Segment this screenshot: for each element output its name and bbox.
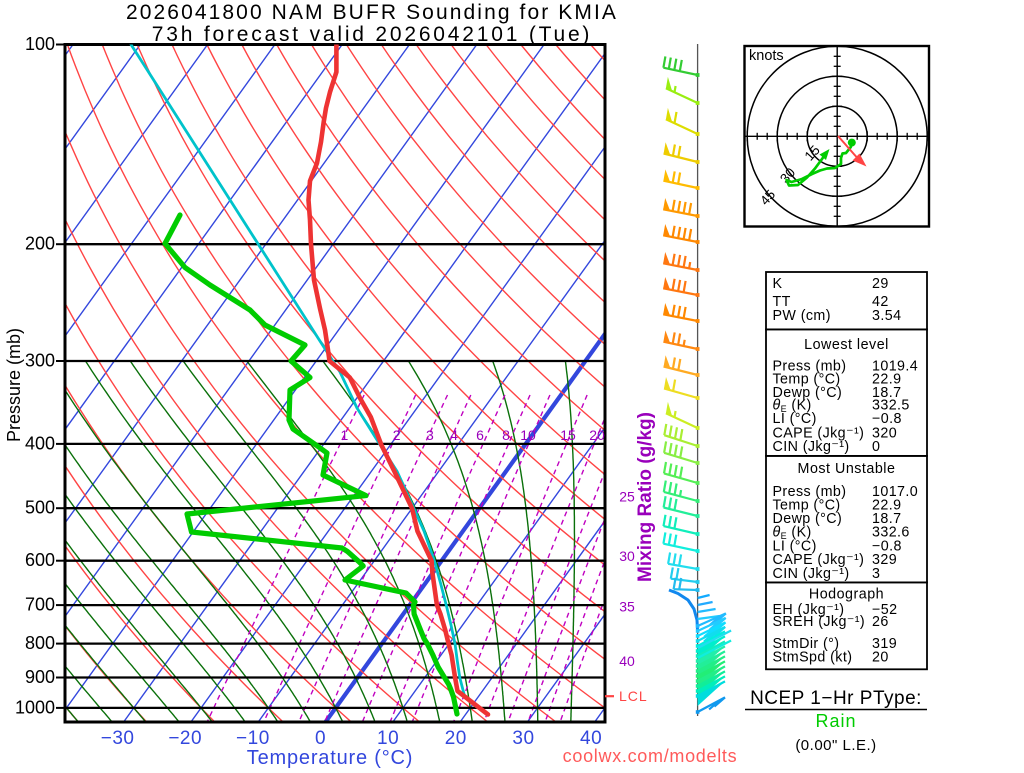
svg-text:35: 35 — [619, 599, 635, 615]
svg-text:PW (cm): PW (cm) — [773, 308, 831, 324]
svg-text:K: K — [773, 276, 783, 292]
svg-text:15: 15 — [802, 142, 823, 163]
svg-text:Dewp (°C): Dewp (°C) — [773, 511, 843, 527]
svg-text:8: 8 — [502, 427, 510, 443]
svg-text:332.5: 332.5 — [872, 398, 910, 414]
svg-text:18.7: 18.7 — [872, 385, 901, 401]
svg-text:Press (mb): Press (mb) — [773, 484, 847, 500]
svg-text:30: 30 — [512, 728, 534, 749]
svg-text:500: 500 — [25, 498, 55, 518]
svg-text:θE (K): θE (K) — [773, 524, 812, 541]
svg-text:300: 300 — [25, 351, 55, 371]
svg-text:−0.8: −0.8 — [872, 539, 902, 555]
svg-text:EH (Jkg⁻¹): EH (Jkg⁻¹) — [773, 602, 845, 618]
svg-text:LI (°C): LI (°C) — [773, 539, 817, 555]
svg-text:400: 400 — [25, 433, 55, 453]
svg-text:Rain: Rain — [815, 711, 856, 731]
svg-text:−10: −10 — [236, 728, 270, 749]
svg-text:Temp (°C): Temp (°C) — [773, 498, 841, 514]
svg-text:320: 320 — [872, 426, 897, 442]
svg-text:100: 100 — [25, 34, 55, 54]
svg-text:40: 40 — [580, 728, 602, 749]
svg-text:30: 30 — [619, 548, 635, 564]
svg-text:LI (°C): LI (°C) — [773, 411, 817, 427]
svg-text:3.54: 3.54 — [872, 308, 901, 324]
svg-text:42: 42 — [872, 294, 889, 310]
svg-text:329: 329 — [872, 552, 897, 568]
svg-text:StmDir (°): StmDir (°) — [773, 636, 840, 652]
svg-text:900: 900 — [25, 667, 55, 687]
svg-text:Press (mb): Press (mb) — [773, 358, 847, 374]
svg-text:TT: TT — [773, 294, 791, 310]
svg-text:22.9: 22.9 — [872, 498, 901, 514]
svg-text:200: 200 — [25, 234, 55, 254]
svg-text:Lowest level: Lowest level — [804, 337, 889, 353]
svg-text:θE (K): θE (K) — [773, 398, 812, 415]
svg-text:1019.4: 1019.4 — [872, 358, 918, 374]
svg-text:20: 20 — [445, 728, 467, 749]
svg-text:4: 4 — [450, 427, 458, 443]
svg-text:2: 2 — [393, 427, 401, 443]
svg-text:Temperature (°C): Temperature (°C) — [247, 747, 413, 768]
svg-text:319: 319 — [872, 636, 897, 652]
svg-text:LCL: LCL — [619, 688, 648, 704]
svg-text:600: 600 — [25, 550, 55, 570]
svg-text:NCEP 1−Hr PType:: NCEP 1−Hr PType: — [750, 688, 922, 709]
svg-text:coolwx.com/modelts: coolwx.com/modelts — [563, 746, 738, 766]
svg-text:10: 10 — [377, 728, 399, 749]
svg-text:−0.8: −0.8 — [872, 411, 902, 427]
svg-text:6: 6 — [476, 427, 484, 443]
svg-text:−20: −20 — [168, 728, 202, 749]
svg-text:22.9: 22.9 — [872, 372, 901, 388]
svg-text:26: 26 — [872, 614, 889, 630]
svg-text:700: 700 — [25, 595, 55, 615]
svg-text:3: 3 — [426, 427, 434, 443]
svg-text:(0.00" L.E.): (0.00" L.E.) — [795, 737, 876, 754]
svg-text:20: 20 — [872, 649, 889, 665]
svg-text:2026041800 NAM BUFR Sounding f: 2026041800 NAM BUFR Sounding for KMIA — [126, 1, 618, 24]
svg-text:800: 800 — [25, 633, 55, 653]
svg-text:−52: −52 — [872, 602, 897, 618]
svg-text:Pressure (mb): Pressure (mb) — [4, 328, 24, 442]
svg-text:10: 10 — [520, 427, 536, 443]
svg-text:1: 1 — [341, 427, 349, 443]
svg-text:40: 40 — [619, 653, 635, 669]
svg-text:18.7: 18.7 — [872, 511, 901, 527]
svg-text:29: 29 — [872, 276, 889, 292]
svg-text:CIN (Jkg⁻¹): CIN (Jkg⁻¹) — [773, 439, 850, 455]
svg-text:Mixing Ratio (g/kg): Mixing Ratio (g/kg) — [635, 412, 656, 582]
svg-text:SREH (Jkg⁻¹): SREH (Jkg⁻¹) — [773, 614, 866, 630]
svg-text:1017.0: 1017.0 — [872, 484, 918, 500]
svg-text:3: 3 — [872, 566, 880, 582]
svg-text:0: 0 — [872, 439, 880, 455]
svg-text:knots: knots — [749, 48, 784, 64]
svg-text:Most Unstable: Most Unstable — [798, 461, 896, 477]
svg-text:25: 25 — [619, 489, 635, 505]
svg-text:CAPE (Jkg⁻¹): CAPE (Jkg⁻¹) — [773, 552, 865, 568]
svg-text:Dewp (°C): Dewp (°C) — [773, 385, 843, 401]
svg-text:0: 0 — [315, 728, 326, 749]
svg-text:15: 15 — [560, 427, 576, 443]
svg-text:StmSpd (kt): StmSpd (kt) — [773, 649, 853, 665]
svg-text:73h forecast valid 2026042101: 73h forecast valid 2026042101 (Tue) — [152, 23, 592, 46]
svg-text:1000: 1000 — [15, 697, 55, 717]
svg-text:332.6: 332.6 — [872, 524, 910, 540]
svg-text:−30: −30 — [101, 728, 135, 749]
svg-text:Hodograph: Hodograph — [809, 587, 884, 603]
svg-text:20: 20 — [589, 427, 605, 443]
svg-text:CIN (Jkg⁻¹): CIN (Jkg⁻¹) — [773, 566, 850, 582]
svg-text:CAPE (Jkg⁻¹): CAPE (Jkg⁻¹) — [773, 426, 865, 442]
svg-text:Temp (°C): Temp (°C) — [773, 372, 841, 388]
svg-text:45: 45 — [757, 187, 778, 208]
